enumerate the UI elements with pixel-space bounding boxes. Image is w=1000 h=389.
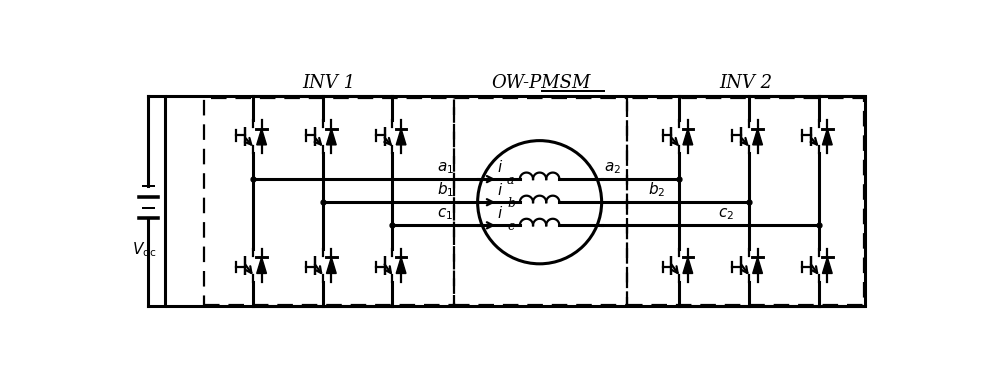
Text: $i$: $i$ [497, 205, 503, 221]
Polygon shape [257, 129, 266, 145]
Polygon shape [753, 129, 762, 145]
Text: $i$: $i$ [497, 159, 503, 175]
Polygon shape [257, 257, 266, 273]
Polygon shape [396, 129, 406, 145]
Polygon shape [683, 257, 693, 273]
Text: INV 2: INV 2 [720, 74, 773, 92]
Text: $c_2$: $c_2$ [718, 207, 734, 222]
Polygon shape [326, 129, 336, 145]
Polygon shape [683, 129, 693, 145]
Text: OW-PMSM: OW-PMSM [491, 74, 590, 92]
Text: b: b [507, 197, 515, 210]
Polygon shape [822, 129, 832, 145]
Text: $b_2$: $b_2$ [648, 180, 665, 199]
Polygon shape [822, 257, 832, 273]
Polygon shape [396, 257, 406, 273]
Polygon shape [326, 257, 336, 273]
Text: $i$: $i$ [497, 182, 503, 198]
Text: c: c [507, 220, 514, 233]
Text: $V_{\rm dc}$: $V_{\rm dc}$ [132, 241, 157, 259]
Text: INV 1: INV 1 [303, 74, 356, 92]
Text: $a_2$: $a_2$ [604, 160, 621, 176]
Text: $b_1$: $b_1$ [437, 180, 454, 199]
Polygon shape [753, 257, 762, 273]
Text: $c_1$: $c_1$ [437, 207, 453, 222]
Text: a: a [507, 174, 515, 187]
Text: $a_1$: $a_1$ [437, 160, 454, 176]
